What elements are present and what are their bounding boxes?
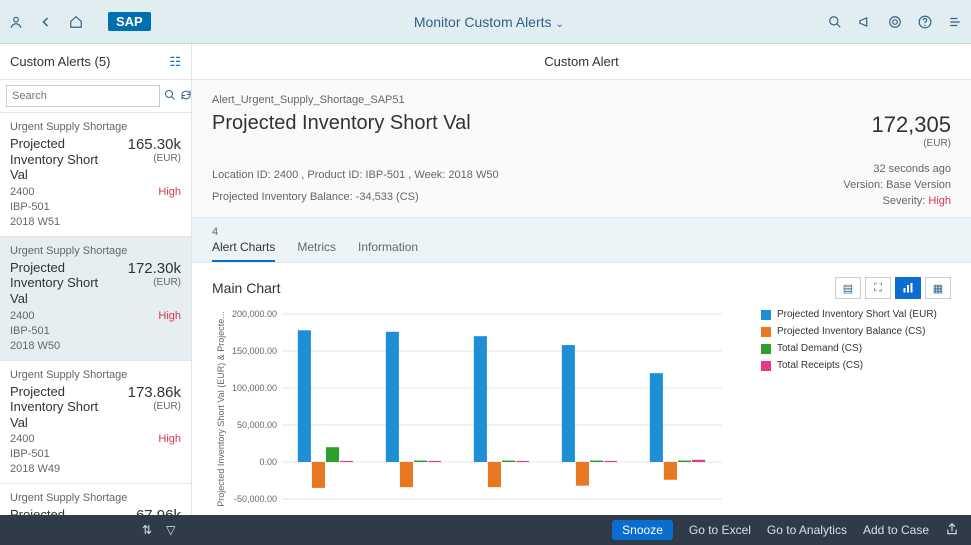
- detail-age: 32 seconds ago: [843, 163, 951, 175]
- legend-item: Total Receipts (CS): [761, 360, 951, 371]
- tab-metrics[interactable]: Metrics: [297, 240, 336, 262]
- user-icon[interactable]: [8, 14, 24, 30]
- help-icon[interactable]: [917, 14, 933, 30]
- svg-text:150,000.00: 150,000.00: [232, 346, 277, 356]
- main-chart: -50,000.00 0.00 50,000.00 100,000.00 150,000…: [212, 309, 751, 509]
- menu-icon[interactable]: [947, 14, 963, 30]
- chart-legend: Projected Inventory Short Val (EUR) Proje…: [761, 309, 951, 509]
- chart-bar-icon[interactable]: [895, 277, 921, 299]
- detail-version: Version: Base Version: [843, 179, 951, 191]
- sort-icon[interactable]: ⇅: [142, 523, 152, 537]
- megaphone-icon[interactable]: [857, 14, 873, 30]
- shell-header: SAP Monitor Custom Alerts⌄: [0, 0, 971, 44]
- go-to-excel-link[interactable]: Go to Excel: [689, 523, 751, 537]
- refresh-icon[interactable]: [180, 89, 192, 104]
- chart-title: Main Chart: [212, 280, 280, 296]
- app-title[interactable]: Monitor Custom Alerts⌄: [151, 14, 827, 30]
- alert-list-item[interactable]: Urgent Supply Shortage Projected Invento…: [0, 113, 191, 237]
- tab-information[interactable]: Information: [358, 240, 418, 262]
- detail-severity: Severity: High: [843, 195, 951, 207]
- detail-title-bar: Custom Alert: [192, 44, 971, 79]
- search-icon[interactable]: [827, 14, 843, 30]
- legend-item: Total Demand (CS): [761, 343, 951, 354]
- alert-list-item[interactable]: Urgent Supply Shortage Projected Invento…: [0, 361, 191, 485]
- list-title: Custom Alerts (5): [10, 54, 110, 69]
- detail-context: Location ID: 2400 , Product ID: IBP-501 …: [212, 169, 499, 181]
- list-settings-icon[interactable]: ☷: [169, 54, 181, 70]
- tab-count: 4: [212, 226, 951, 238]
- svg-text:100,000.00: 100,000.00: [232, 383, 277, 393]
- svg-text:200,000.00: 200,000.00: [232, 309, 277, 319]
- sap-logo: SAP: [108, 12, 151, 31]
- detail-currency: (EUR): [871, 138, 951, 149]
- detail-title: Projected Inventory Short Val: [212, 112, 471, 135]
- alert-id: Alert_Urgent_Supply_Shortage_SAP51: [212, 94, 951, 106]
- share-icon[interactable]: [945, 522, 959, 539]
- search-input[interactable]: [6, 85, 160, 107]
- svg-text:50,000.00: 50,000.00: [237, 420, 277, 430]
- svg-text:Projected Inventory Short Val: Projected Inventory Short Val (EUR) & Pr…: [216, 311, 226, 506]
- svg-text:-50,000.00: -50,000.00: [234, 494, 277, 504]
- alert-list: Urgent Supply Shortage Projected Invento…: [0, 80, 192, 515]
- go-to-analytics-link[interactable]: Go to Analytics: [767, 523, 847, 537]
- alert-list-item[interactable]: Urgent Supply Shortage Projected Invento…: [0, 237, 191, 361]
- subheader: Custom Alerts (5) ☷ Custom Alert: [0, 44, 971, 80]
- svg-text:0.00: 0.00: [259, 457, 277, 467]
- detail-balance: Projected Inventory Balance: -34,533 (CS…: [212, 191, 499, 203]
- chart-expand-icon[interactable]: ⛶: [865, 277, 891, 299]
- legend-item: Projected Inventory Balance (CS): [761, 326, 951, 337]
- alert-list-item[interactable]: Urgent Supply Shortage Projected Invento…: [0, 484, 191, 515]
- chevron-down-icon: ⌄: [556, 19, 564, 30]
- tab-alert-charts[interactable]: Alert Charts: [212, 240, 275, 262]
- detail-value: 172,305: [871, 112, 951, 138]
- home-icon[interactable]: [68, 14, 84, 30]
- target-icon[interactable]: [887, 14, 903, 30]
- add-to-case-link[interactable]: Add to Case: [863, 523, 929, 537]
- snooze-button[interactable]: Snooze: [612, 520, 673, 540]
- detail-panel: Alert_Urgent_Supply_Shortage_SAP51 Proje…: [192, 80, 971, 515]
- chart-list-icon[interactable]: ▤: [835, 277, 861, 299]
- legend-item: Projected Inventory Short Val (EUR): [761, 309, 951, 320]
- search-go-icon[interactable]: [164, 89, 176, 104]
- footer-toolbar: ⇅ ▽ Snooze Go to Excel Go to Analytics A…: [0, 515, 971, 545]
- back-icon[interactable]: [38, 14, 54, 30]
- chart-grid-icon[interactable]: ▦: [925, 277, 951, 299]
- filter-icon[interactable]: ▽: [166, 523, 175, 537]
